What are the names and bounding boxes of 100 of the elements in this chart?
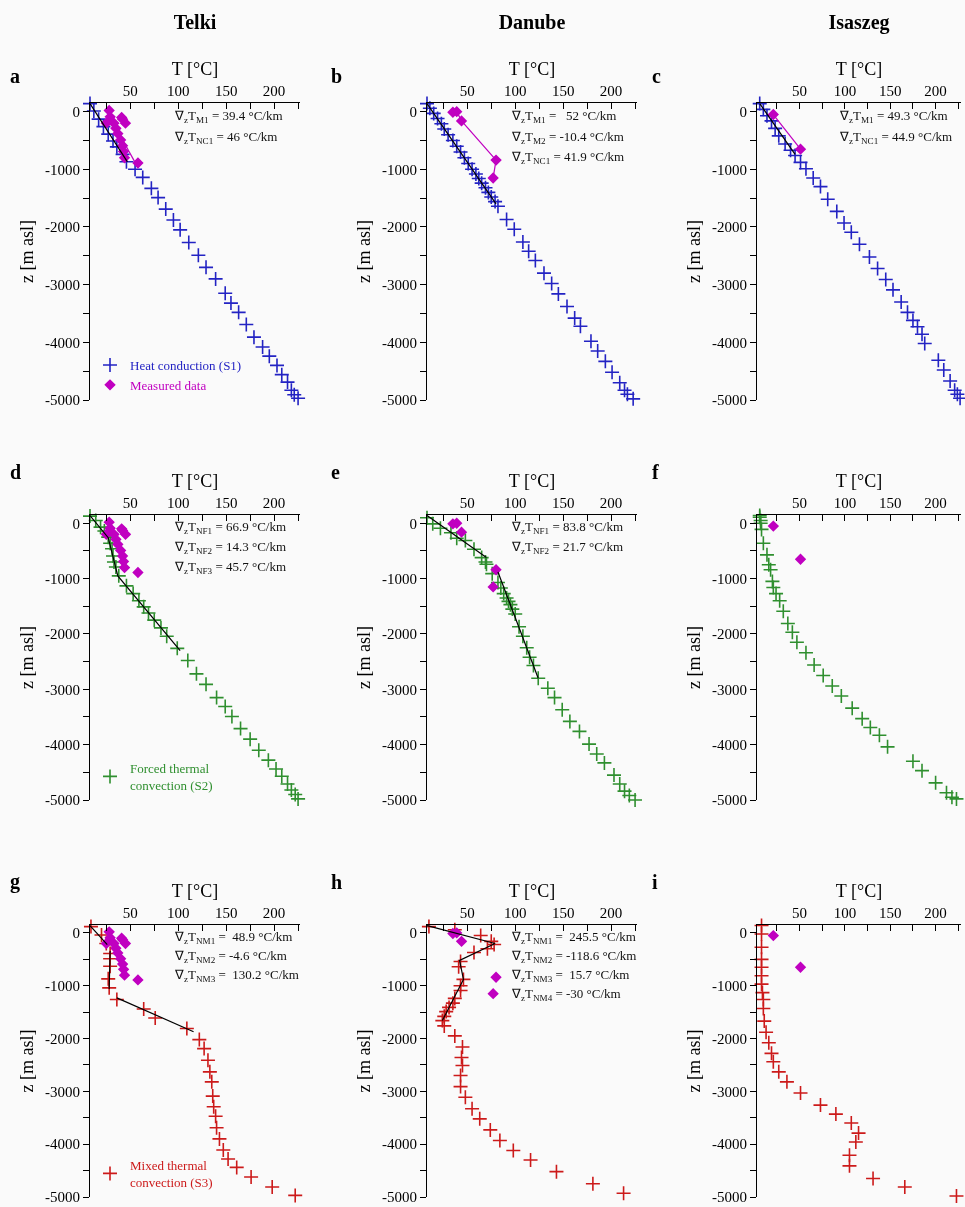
x-axis-title: T [°C]	[508, 471, 556, 492]
y-tick-label: -1000	[712, 570, 747, 587]
x-tick-label: 50	[122, 905, 138, 921]
annotation: ∇$_{z}$T$_{NM1}$ = 48.9 °C/km	[174, 929, 293, 946]
y-tick-label: -1000	[712, 161, 747, 178]
y-tick-label: -5000	[382, 792, 417, 809]
y-tick-label: 0	[72, 925, 80, 942]
x-tick-label: 100	[166, 83, 190, 99]
x-tick-label: 50	[122, 495, 138, 511]
y-tick-label: 0	[409, 103, 417, 120]
x-tick-label: 150	[879, 83, 902, 99]
chart-subtitle: e	[331, 461, 340, 483]
y-tick-label: -5000	[382, 392, 417, 409]
y-tick-label: -1000	[382, 161, 417, 178]
y-tick-label: -3000	[712, 681, 747, 698]
y-tick-label: -2000	[45, 1030, 80, 1047]
annotation: ∇$_{z}$T$_{M1}$ = 52 °C/km	[511, 108, 617, 125]
x-tick-label: 150	[551, 495, 575, 511]
x-tick-label: 100	[503, 83, 527, 99]
chart-subtitle: d	[10, 461, 22, 483]
annotation: ∇$_{z}$T$_{NM2}$ = -118.6 °C/km	[511, 948, 637, 965]
x-tick-label: 100	[833, 905, 857, 921]
x-axis-title: T [°C]	[508, 881, 556, 902]
y-tick-label: 0	[739, 103, 747, 120]
x-tick-label: 100	[166, 495, 190, 511]
y-tick-label: -5000	[712, 1189, 747, 1206]
y-tick-label: -5000	[382, 1189, 417, 1206]
chart-subtitle: a	[10, 65, 20, 87]
annotation: ∇$_{z}$T$_{NC1}$ = 41.9 °C/km	[511, 149, 625, 166]
x-axis-title: T [°C]	[171, 59, 219, 80]
x-tick-label: 150	[879, 495, 902, 511]
chart-subtitle: g	[10, 870, 20, 893]
y-axis-title: z [m asl]	[354, 1029, 375, 1093]
annotation: ∇$_{z}$T$_{M1}$ = 39.4 °C/km	[174, 108, 283, 125]
y-tick-label: -4000	[45, 334, 80, 351]
x-tick-label: 150	[214, 495, 238, 511]
x-tick-label: 200	[262, 83, 286, 99]
x-tick-label: 50	[792, 905, 808, 921]
y-tick-label: -3000	[45, 276, 80, 293]
y-tick-label: -4000	[712, 1136, 747, 1153]
x-tick-label: 150	[879, 905, 902, 921]
y-tick-label: -2000	[382, 219, 417, 236]
x-tick-label: 50	[459, 905, 475, 921]
x-tick-label: 200	[599, 83, 623, 99]
chart-subtitle: h	[331, 871, 343, 893]
y-tick-label: -3000	[382, 276, 417, 293]
chart-subtitle: i	[652, 871, 658, 893]
x-tick-label: 100	[503, 905, 527, 921]
y-tick-label: -2000	[45, 219, 80, 236]
y-tick-label: 0	[72, 515, 80, 532]
y-axis-title: z [m asl]	[354, 220, 375, 283]
y-tick-label: 0	[739, 515, 747, 532]
x-tick-label: 50	[792, 495, 808, 511]
y-tick-label: -4000	[45, 736, 80, 753]
x-axis-title: T [°C]	[171, 471, 219, 492]
chart-subtitle: b	[331, 65, 343, 87]
y-axis-title: z [m asl]	[684, 1029, 705, 1093]
y-tick-label: -5000	[45, 1189, 80, 1206]
y-tick-label: -4000	[382, 1136, 417, 1153]
x-tick-label: 200	[599, 905, 623, 921]
y-tick-label: -3000	[382, 1083, 417, 1100]
chart-title: Danube	[498, 11, 566, 33]
x-tick-label: 150	[214, 905, 238, 921]
x-axis-title: T [°C]	[508, 59, 556, 80]
y-axis-title: z [m asl]	[684, 220, 705, 283]
y-tick-label: -5000	[45, 392, 80, 409]
annotation: ∇$_{z}$T$_{NM3}$ = 15.7 °C/km	[511, 967, 630, 984]
y-axis-title: z [m asl]	[17, 626, 38, 689]
annotation: ∇$_{z}$T$_{M2}$ = -10.4 °C/km	[511, 129, 624, 146]
y-tick-label: -4000	[712, 334, 747, 351]
y-tick-label: -1000	[382, 977, 417, 994]
y-tick-label: -1000	[712, 977, 747, 994]
y-tick-label: -3000	[712, 276, 747, 293]
annotation: ∇$_{z}$T$_{NM2}$ = -4.6 °C/km	[174, 948, 287, 965]
y-tick-label: -3000	[45, 1083, 80, 1100]
y-tick-label: -5000	[712, 792, 747, 809]
legend-label: Measured data	[130, 377, 207, 393]
annotation: ∇$_{z}$T$_{NM4}$ = -30 °C/km	[511, 986, 621, 1003]
annotation: ∇$_{z}$T$_{NM3}$ = 130.2 °C/km	[174, 967, 299, 984]
y-tick-label: -4000	[712, 736, 747, 753]
y-tick-label: -5000	[712, 392, 747, 409]
legend-label: Mixed thermal convection (S3)	[130, 1158, 213, 1190]
y-axis-title: z [m asl]	[354, 626, 375, 689]
x-tick-label: 200	[924, 83, 947, 99]
y-axis-title: z [m asl]	[17, 220, 38, 283]
x-tick-label: 200	[924, 905, 947, 921]
x-tick-label: 50	[792, 83, 808, 99]
x-axis-title: T [°C]	[835, 471, 883, 492]
annotation: ∇$_{z}$T$_{NF2}$ = 21.7 °C/km	[511, 539, 624, 556]
x-axis-title: T [°C]	[835, 59, 883, 80]
x-tick-label: 50	[459, 495, 475, 511]
x-tick-label: 150	[551, 83, 575, 99]
y-tick-label: -2000	[382, 1030, 417, 1047]
y-tick-label: -2000	[712, 1030, 747, 1047]
y-tick-label: -1000	[45, 977, 80, 994]
y-tick-label: -3000	[382, 681, 417, 698]
x-tick-label: 150	[214, 83, 238, 99]
y-tick-label: -3000	[45, 681, 80, 698]
annotation: ∇$_{z}$T$_{NF2}$ = 14.3 °C/km	[174, 539, 287, 556]
y-tick-label: -1000	[45, 570, 80, 587]
